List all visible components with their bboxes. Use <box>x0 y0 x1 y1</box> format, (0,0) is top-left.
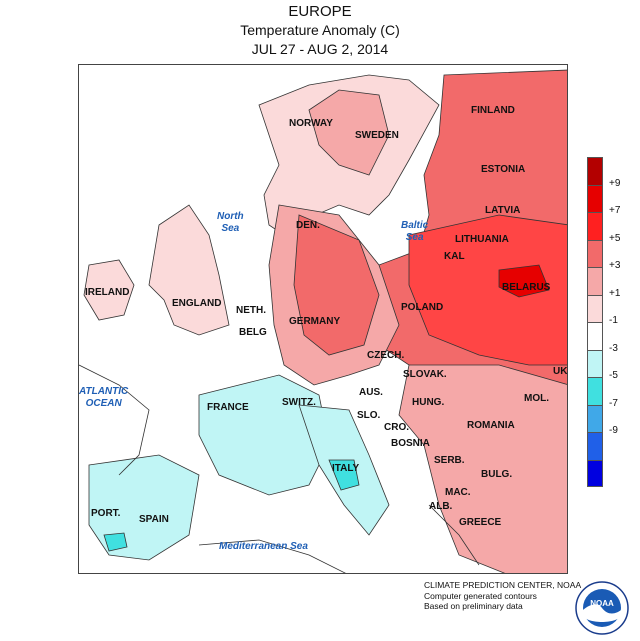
noaa-logo-graphic: NOAA <box>575 581 629 635</box>
legend-swatch <box>587 459 603 487</box>
credit-line-2: Computer generated contours <box>424 591 537 601</box>
legend-tick-label: -1 <box>609 315 618 326</box>
country-label-england: ENGLAND <box>172 298 222 309</box>
country-label-romania: ROMANIA <box>467 420 515 431</box>
legend-tick-label: +9 <box>609 177 621 189</box>
credit-line-3: Based on preliminary data <box>424 601 523 611</box>
country-label-latvia: LATVIA <box>485 205 521 216</box>
legend-tick-label: +5 <box>609 232 621 244</box>
noaa-logo: NOAA <box>572 580 632 636</box>
sea-label-mediterranean: Mediterranean Sea <box>219 541 308 552</box>
country-label-bosnia: BOSNIA <box>391 438 430 449</box>
legend-tick-label: -5 <box>609 370 618 381</box>
legend-tick-label: +3 <box>609 260 621 271</box>
legend-tick-label: -3 <box>609 342 618 354</box>
country-label-port: PORT. <box>91 508 121 519</box>
country-label-greece: GREECE <box>459 517 502 528</box>
country-label-lithuania: LITHUANIA <box>455 234 509 245</box>
sea-label-north-sea-line1: North <box>217 211 244 222</box>
country-label-slovak: SLOVAK. <box>403 369 447 380</box>
country-label-switz: SWITZ. <box>282 397 316 408</box>
country-label-aus: AUS. <box>359 387 383 398</box>
country-label-den: DEN. <box>296 220 320 231</box>
country-label-mac: MAC. <box>445 487 471 498</box>
sea-label-atlantic-line2: OCEAN <box>85 398 122 409</box>
country-label-serb: SERB. <box>434 455 465 466</box>
legend-tick-label: -9 <box>609 425 618 436</box>
country-label-finland: FINLAND <box>471 105 515 116</box>
legend-tick-label: +1 <box>609 287 621 299</box>
legend-swatch <box>587 157 603 185</box>
country-label-alb: ALB. <box>429 501 453 512</box>
legend-swatch <box>587 349 603 377</box>
map-period-title: JUL 27 - AUG 2, 2014 <box>251 41 389 57</box>
sea-label-north-sea-line2: Sea <box>221 223 240 234</box>
country-label-poland: POLAND <box>401 302 444 313</box>
legend-swatch <box>587 322 603 350</box>
legend-swatch <box>587 267 603 295</box>
country-label-slo: SLO. <box>357 410 381 421</box>
country-label-italy: ITALY <box>332 463 360 474</box>
color-legend <box>587 157 603 487</box>
country-label-norway: NORWAY <box>289 118 333 129</box>
sea-label-north-sea: North Sea <box>217 211 244 235</box>
country-label-kal: KAL <box>444 251 465 262</box>
sea-label-baltic-sea-line2: Sea <box>405 232 424 243</box>
sea-label-baltic-sea: Baltic Sea <box>401 220 428 244</box>
country-label-belg: BELG <box>239 327 267 338</box>
country-label-belarus: BELARUS <box>502 282 551 293</box>
legend-tick-label: +7 <box>609 205 621 216</box>
sea-label-atlantic-line1: ATLANTIC <box>79 386 129 397</box>
map-variable-title: Temperature Anomaly (C) <box>240 22 400 38</box>
country-label-ukr: UKR <box>553 366 568 377</box>
anomaly-map-graphic <box>79 69 567 573</box>
legend-swatch <box>587 184 603 212</box>
legend-tick-label: -7 <box>609 397 618 409</box>
legend-swatch <box>587 239 603 267</box>
legend-swatch <box>587 432 603 460</box>
country-label-cro: CRO. <box>384 422 409 433</box>
anomaly-map: FINLAND NORWAY SWEDEN ESTONIA LATVIA LIT… <box>78 64 568 574</box>
country-label-mol: MOL. <box>524 393 549 404</box>
country-label-spain: SPAIN <box>139 514 169 525</box>
legend-swatch <box>587 377 603 405</box>
country-label-hung: HUNG. <box>412 397 445 408</box>
country-label-czech: CZECH. <box>367 350 405 361</box>
sea-label-baltic-sea-line1: Baltic <box>401 220 429 231</box>
noaa-logo-text: NOAA <box>590 599 614 608</box>
country-label-estonia: ESTONIA <box>481 164 526 175</box>
sea-label-atlantic-ocean: ATLANTIC OCEAN <box>79 386 128 410</box>
country-label-france: FRANCE <box>207 402 249 413</box>
credit-line-1: CLIMATE PREDICTION CENTER, NOAA <box>424 580 582 590</box>
legend-swatch <box>587 404 603 432</box>
map-region-title: EUROPE <box>288 3 352 20</box>
country-label-sweden: SWEDEN <box>355 130 399 141</box>
legend-swatch <box>587 212 603 240</box>
country-label-germany: GERMANY <box>289 316 341 327</box>
country-label-neth: NETH. <box>236 305 266 316</box>
country-label-ireland: IRELAND <box>85 287 130 298</box>
legend-swatch <box>587 294 603 322</box>
country-label-bulg: BULG. <box>481 469 513 480</box>
